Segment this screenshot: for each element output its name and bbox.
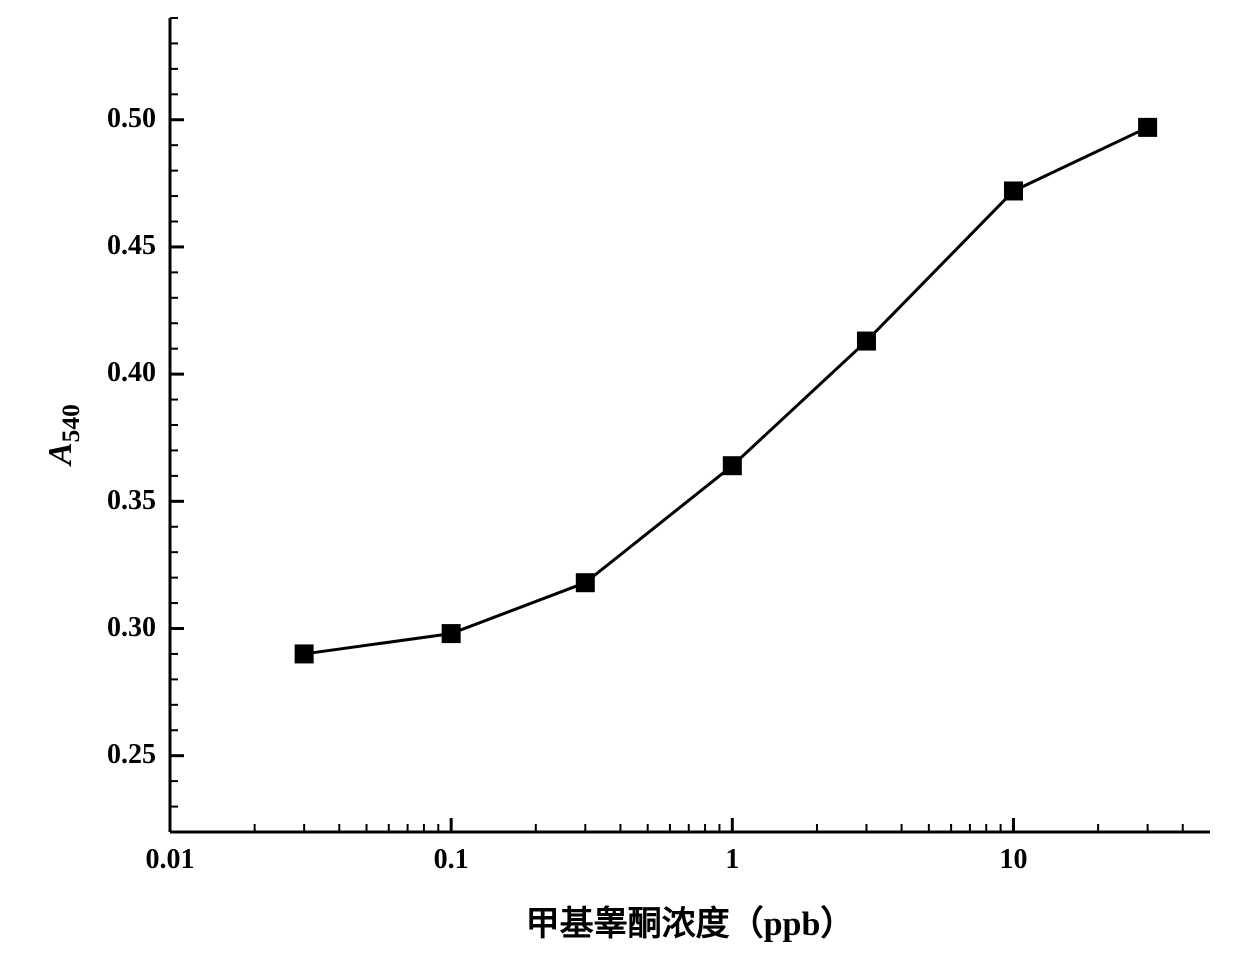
- y-tick-label: 0.50: [107, 103, 156, 135]
- y-tick-label: 0.25: [107, 739, 156, 771]
- y-tick-label: 0.45: [107, 230, 156, 262]
- x-tick-label: 0.1: [434, 844, 469, 876]
- x-axis-label: 甲基睾酮浓度（ppb）: [526, 896, 855, 945]
- x-tick-label: 10: [999, 844, 1027, 876]
- y-tick-label: 0.35: [107, 485, 156, 517]
- chart-svg: [0, 0, 1240, 954]
- y-tick-label: 0.40: [107, 357, 156, 389]
- y-axis-label: A540: [42, 404, 86, 465]
- x-tick-label: 0.01: [146, 844, 195, 876]
- chart-container: A540 甲基睾酮浓度（ppb） 0.25 0.30 0.35 0.40 0.45 0.5…: [0, 0, 1240, 954]
- y-tick-label: 0.30: [107, 612, 156, 644]
- x-tick-label: 1: [725, 844, 739, 876]
